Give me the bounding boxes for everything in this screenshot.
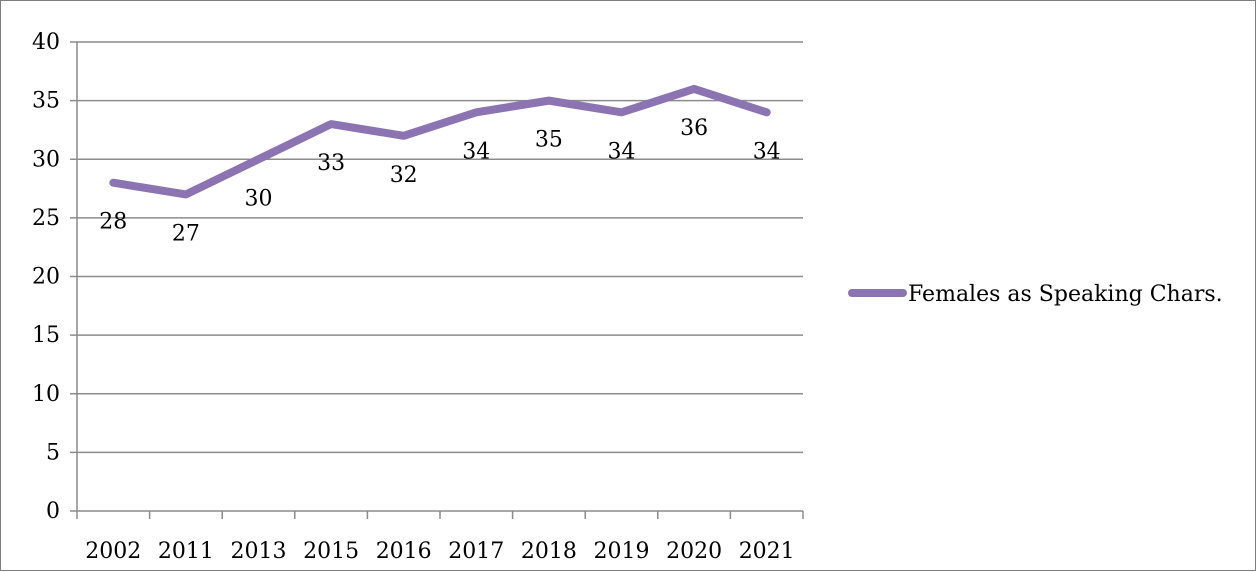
data-label: 36 [680,116,708,141]
series-line [113,89,766,195]
axes: 0 5 10 15 20 25 30 35 40 2002 2011 2013 2015 2016 2017… [32,30,803,564]
data-label: 30 [245,186,273,211]
x-tick-label: 2019 [594,539,650,564]
x-tick-label: 2021 [739,539,795,564]
data-label: 27 [172,221,200,246]
data-label: 35 [535,128,563,153]
data-label: 28 [99,210,127,235]
y-tick-label: 25 [32,206,60,231]
data-labels: 28 27 30 33 32 34 35 34 36 34 [99,116,780,247]
data-label: 33 [317,151,345,176]
x-tick-label: 2016 [376,539,432,564]
legend-label: Females as Speaking Chars. [908,282,1223,307]
y-tick-label: 10 [32,382,60,407]
x-tick-label: 2018 [521,539,577,564]
y-tick-label: 40 [32,30,60,55]
gridlines [77,42,803,452]
y-tick-label: 0 [46,499,60,524]
data-label: 34 [462,139,490,164]
x-tick-label: 2017 [448,539,504,564]
y-tick-label: 20 [32,265,60,290]
x-tick-label: 2015 [303,539,359,564]
x-tick-label: 2002 [85,539,141,564]
data-label: 34 [753,139,781,164]
series-layer [113,89,767,195]
x-tick-label: 2011 [158,539,214,564]
legend: Females as Speaking Chars. [852,282,1223,307]
y-tick-label: 35 [32,89,60,114]
x-tick-label: 2020 [666,539,722,564]
data-label: 32 [390,163,418,188]
y-tick-label: 30 [32,147,60,172]
x-tick-label: 2013 [231,539,287,564]
data-label: 34 [608,139,636,164]
y-tick-label: 5 [46,440,60,465]
y-tick-label: 15 [32,323,60,348]
